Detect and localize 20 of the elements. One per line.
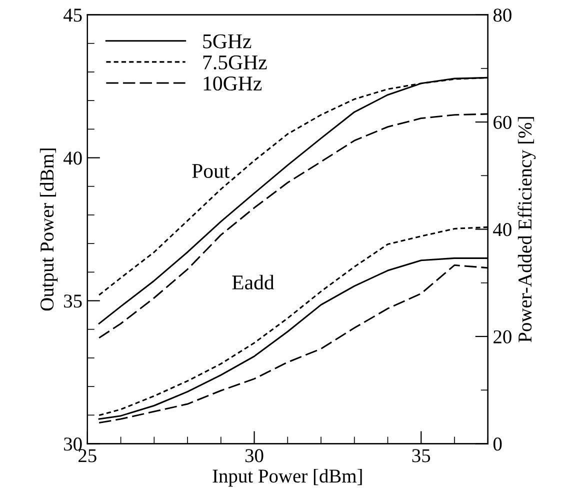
legend-label: 5GHz [203,34,252,48]
y2-axis-title: Power-Added Efficiency [%] [518,117,536,342]
y2-tick-label: 80 [493,8,512,22]
legend-label: 7.5GHz [203,55,267,70]
y-tick-label: 35 [64,294,82,308]
y2-tick-label: 40 [493,223,512,236]
x-tick-label: 35 [412,449,430,462]
y2-tick-label: 20 [494,330,512,344]
y-tick-label: 30 [64,438,82,451]
annotation: Pout [192,164,230,178]
x-tick-label: 30 [245,449,264,462]
y-tick-label: 45 [63,8,82,22]
legend-label: 10GHz [204,76,262,91]
annotation: Eadd [232,274,274,290]
y-tick-label: 40 [63,152,82,165]
y2-tick-label: 60 [494,116,512,129]
x-tick-label: 25 [78,449,96,462]
y2-tick-label: 0 [493,438,502,451]
x-axis-title: Input Power [dBm] [212,468,362,487]
y-axis-title: Output Power [dBm] [40,148,58,311]
